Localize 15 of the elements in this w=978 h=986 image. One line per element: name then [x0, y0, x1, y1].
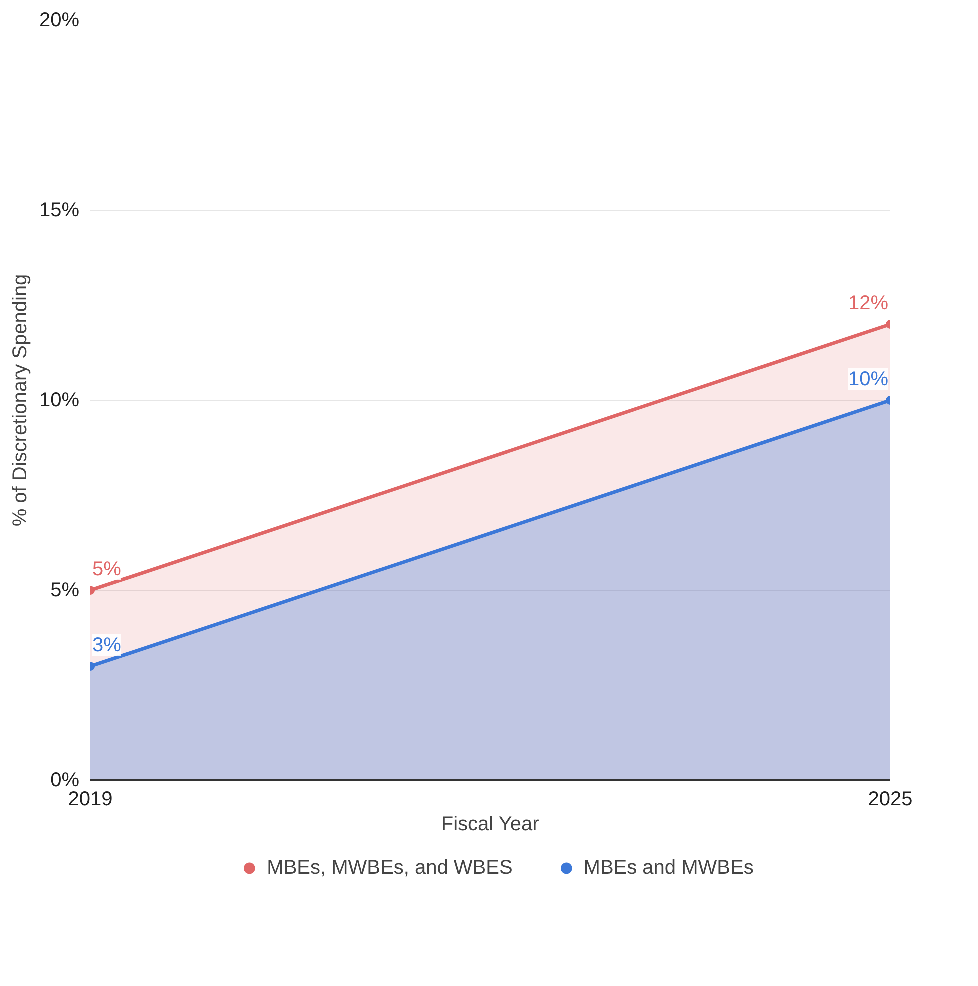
y-tick-label: 0%: [50, 770, 80, 792]
y-tick-label: 15%: [39, 200, 80, 222]
y-tick-label: 10%: [39, 390, 80, 412]
data-label: 12%: [848, 292, 889, 314]
legend-label: MBEs and MWBEs: [584, 856, 754, 880]
legend-label: MBEs, MWBEs, and WBES: [267, 856, 513, 880]
x-axis-title: Fiscal Year: [441, 814, 540, 836]
y-axis-title: % of Discretionary Spending: [9, 274, 32, 527]
x-tick-label: 2025: [868, 788, 913, 810]
data-label: 5%: [92, 558, 122, 580]
y-tick-label: 20%: [39, 10, 80, 32]
x-tick-label: 2019: [68, 788, 113, 810]
data-label: 10%: [848, 368, 889, 390]
y-tick-label: 5%: [50, 580, 80, 602]
data-label: 3%: [92, 634, 122, 656]
